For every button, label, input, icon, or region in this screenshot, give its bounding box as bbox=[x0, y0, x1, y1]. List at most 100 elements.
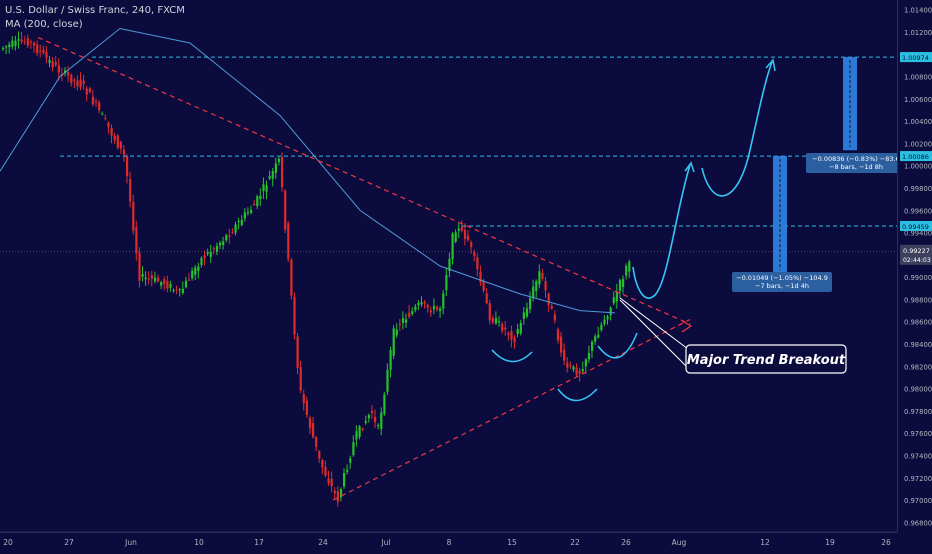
projection-path-up bbox=[632, 164, 691, 299]
candle-down bbox=[513, 337, 516, 343]
breakout-callout: Major Trend Breakout bbox=[619, 297, 847, 374]
price-tick-label: 0.97400 bbox=[904, 453, 932, 461]
candle-up bbox=[48, 59, 51, 63]
price-axis-labels: 1.014001.012001.010001.008001.006001.004… bbox=[897, 0, 932, 550]
candle-down bbox=[166, 280, 169, 289]
candle-down bbox=[460, 227, 463, 231]
candle-down bbox=[296, 336, 299, 368]
time-axis[interactable] bbox=[0, 532, 897, 551]
candle-up bbox=[386, 369, 389, 392]
candle-down bbox=[436, 306, 439, 310]
price-tick-label: 0.99600 bbox=[904, 207, 932, 215]
candle-down bbox=[203, 255, 206, 258]
time-tick-label: 10 bbox=[194, 538, 204, 547]
candle-down bbox=[116, 135, 119, 149]
candle-up bbox=[246, 212, 250, 214]
candle-down bbox=[150, 275, 153, 279]
right-shoulder-arc bbox=[597, 332, 638, 359]
candle-down bbox=[228, 235, 231, 237]
candle-down bbox=[318, 451, 321, 459]
candle-up bbox=[535, 281, 538, 291]
candle-down bbox=[575, 367, 578, 375]
candle-up bbox=[225, 235, 228, 241]
time-axis-bg bbox=[0, 532, 932, 550]
candle-up bbox=[8, 44, 11, 48]
level-price-tag bbox=[900, 52, 932, 63]
projection-arrowhead-top bbox=[765, 58, 776, 72]
candle-up bbox=[268, 176, 271, 179]
callout-box bbox=[685, 344, 847, 374]
time-tick-label: 22 bbox=[570, 538, 580, 547]
time-tick-label: 12 bbox=[760, 538, 770, 547]
candle-down bbox=[95, 101, 98, 103]
candle-up bbox=[256, 196, 259, 207]
candle-up bbox=[405, 319, 408, 323]
candle-down bbox=[507, 332, 510, 335]
candle-down bbox=[491, 317, 494, 323]
price-tick-label: 0.99800 bbox=[904, 185, 932, 193]
candle-up bbox=[339, 489, 343, 498]
candle-down bbox=[510, 331, 513, 340]
candle-down bbox=[88, 88, 91, 93]
time-tick-label: 24 bbox=[318, 538, 328, 547]
candle-down bbox=[398, 323, 401, 325]
time-tick-label: Jun bbox=[124, 538, 137, 547]
level-price-text: 1.00086 bbox=[902, 153, 929, 161]
projection-path-high bbox=[701, 61, 773, 197]
candle-up bbox=[197, 266, 200, 271]
price-axis-bg bbox=[897, 0, 932, 550]
candle-up bbox=[522, 312, 525, 319]
price-tick-label: 1.00200 bbox=[904, 140, 932, 148]
candle-up bbox=[411, 310, 414, 314]
candle-down bbox=[281, 156, 284, 188]
candle-up bbox=[389, 349, 392, 370]
candle-up bbox=[457, 228, 460, 231]
candle-down bbox=[501, 324, 504, 332]
candle-up bbox=[448, 258, 451, 272]
candle-down bbox=[426, 304, 429, 308]
candle-up bbox=[262, 184, 265, 192]
candle-up bbox=[2, 47, 5, 49]
candle-up bbox=[250, 210, 253, 213]
candle-up bbox=[222, 241, 225, 245]
candle-down bbox=[107, 122, 110, 128]
candle-up bbox=[625, 265, 628, 276]
candle-up bbox=[277, 158, 281, 163]
candle-up bbox=[380, 412, 383, 429]
price-tick-label: 0.98600 bbox=[904, 319, 932, 327]
candle-up bbox=[237, 221, 240, 223]
candle-down bbox=[473, 252, 476, 257]
candle-up bbox=[274, 163, 277, 173]
candle-up bbox=[14, 40, 17, 47]
time-tick-label: 20 bbox=[3, 538, 13, 547]
candle-down bbox=[26, 38, 29, 46]
price-tick-label: 1.00800 bbox=[904, 73, 932, 81]
candle-down bbox=[423, 301, 426, 304]
candle-down bbox=[470, 242, 473, 248]
measure-label-line1: −0.01049 (−1.05%) −104.9 bbox=[736, 274, 828, 282]
candle-up bbox=[609, 307, 612, 316]
price-tick-label: 0.98800 bbox=[904, 296, 932, 304]
time-tick-label: 26 bbox=[881, 538, 891, 547]
candle-up bbox=[5, 46, 8, 48]
callout-pointer bbox=[619, 299, 689, 369]
candle-down bbox=[104, 118, 107, 120]
measure-box bbox=[843, 57, 857, 151]
level-price-tag bbox=[900, 220, 932, 231]
candle-down bbox=[541, 272, 544, 279]
price-axis[interactable] bbox=[897, 0, 932, 532]
left-shoulder-arc bbox=[491, 349, 533, 363]
indicator-label[interactable]: MA (200, close) bbox=[5, 19, 83, 30]
candle-up bbox=[529, 298, 532, 310]
price-tick-label: 1.00600 bbox=[904, 96, 932, 104]
candle-up bbox=[451, 233, 454, 260]
candle-down bbox=[485, 293, 488, 304]
level-price-tag bbox=[900, 151, 932, 162]
candle-down bbox=[163, 279, 166, 285]
candle-down bbox=[330, 479, 333, 487]
candle-up bbox=[194, 267, 197, 275]
price-tick-label: 0.99000 bbox=[904, 274, 932, 282]
candle-down bbox=[488, 303, 491, 321]
